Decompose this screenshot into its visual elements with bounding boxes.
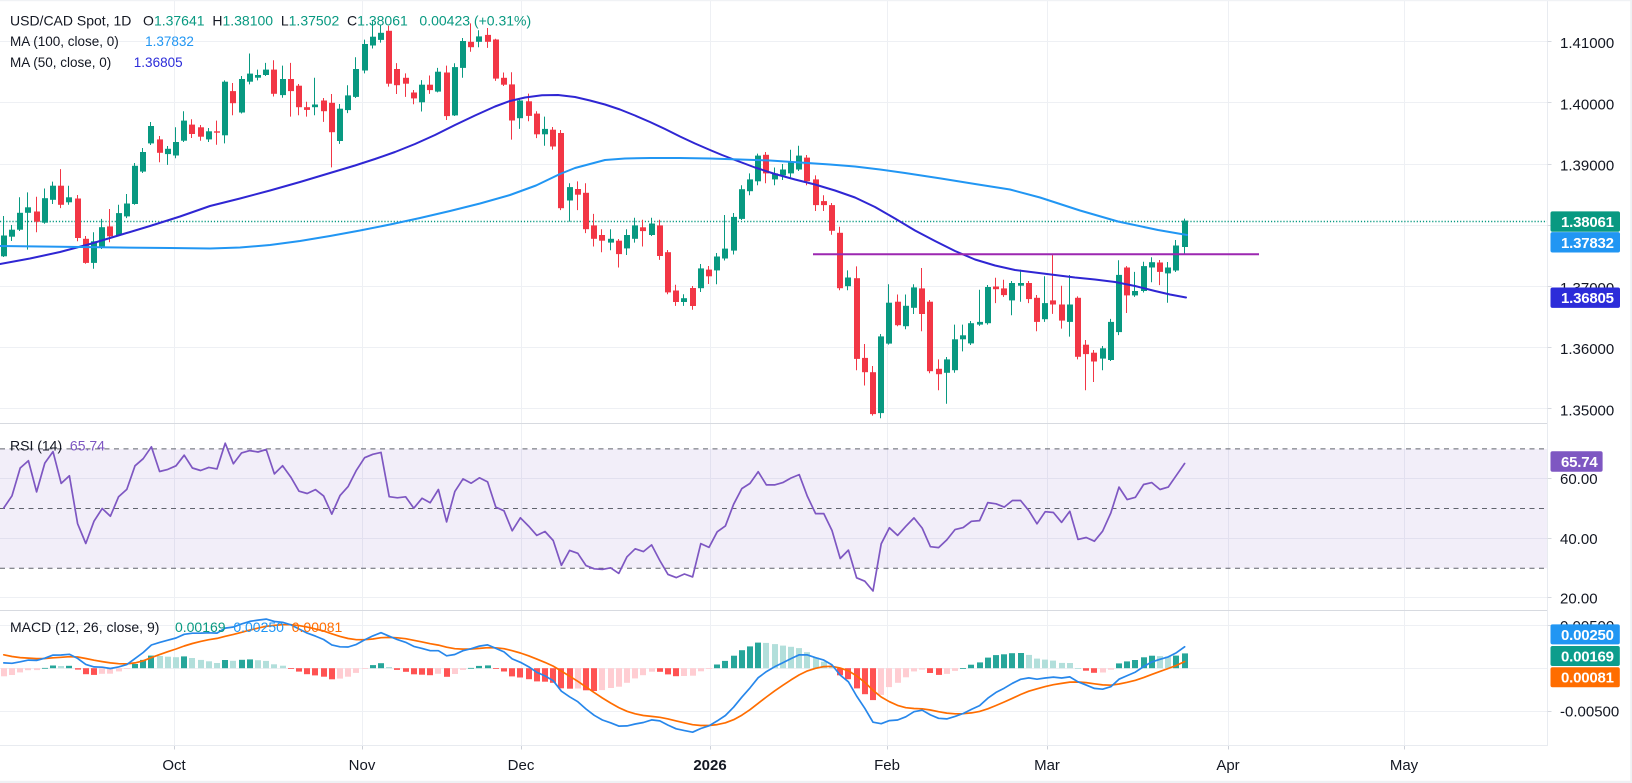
svg-text:Mar: Mar xyxy=(1034,757,1060,774)
svg-text:0.00250: 0.00250 xyxy=(1561,627,1614,644)
svg-text:20.00: 20.00 xyxy=(1560,591,1598,608)
svg-text:1.39000: 1.39000 xyxy=(1560,158,1614,175)
svg-text:1.36000: 1.36000 xyxy=(1560,341,1614,358)
svg-text:1.40000: 1.40000 xyxy=(1560,96,1614,113)
svg-text:Dec: Dec xyxy=(508,757,535,774)
svg-text:40.00: 40.00 xyxy=(1560,531,1598,548)
svg-text:Feb: Feb xyxy=(874,757,900,774)
svg-text:2026: 2026 xyxy=(693,757,726,774)
svg-text:Apr: Apr xyxy=(1216,757,1239,774)
svg-text:MA (50, close, 0) 1.36805: MA (50, close, 0) 1.36805 xyxy=(10,55,183,70)
svg-text:1.37832: 1.37832 xyxy=(1561,235,1614,252)
svg-text:0.00081: 0.00081 xyxy=(1561,670,1614,687)
svg-text:1.38061: 1.38061 xyxy=(1561,214,1614,231)
svg-text:1.35000: 1.35000 xyxy=(1560,402,1614,419)
svg-text:May: May xyxy=(1390,757,1419,774)
svg-text:RSI (14) 65.74: RSI (14) 65.74 xyxy=(10,438,105,454)
svg-text:1.41000: 1.41000 xyxy=(1560,35,1614,52)
svg-text:0.00169: 0.00169 xyxy=(1561,649,1614,666)
svg-text:-0.00500: -0.00500 xyxy=(1560,704,1619,721)
svg-text:60.00: 60.00 xyxy=(1560,471,1598,488)
svg-text:Oct: Oct xyxy=(162,757,186,774)
svg-text:1.36805: 1.36805 xyxy=(1561,290,1614,307)
svg-text:Nov: Nov xyxy=(349,757,376,774)
svg-text:USD/CAD Spot, 1D O1.37641 H: USD/CAD Spot, 1D O1.37641 H1.38100 L1.37… xyxy=(10,13,531,29)
svg-text:65.74: 65.74 xyxy=(1561,454,1598,471)
svg-text:MACD (12, 26, close, 9) 0.0: MACD (12, 26, close, 9) 0.00169 0.00250 … xyxy=(10,619,343,635)
svg-text:MA (100, close, 0) 1.378: MA (100, close, 0) 1.37832 xyxy=(10,34,194,49)
